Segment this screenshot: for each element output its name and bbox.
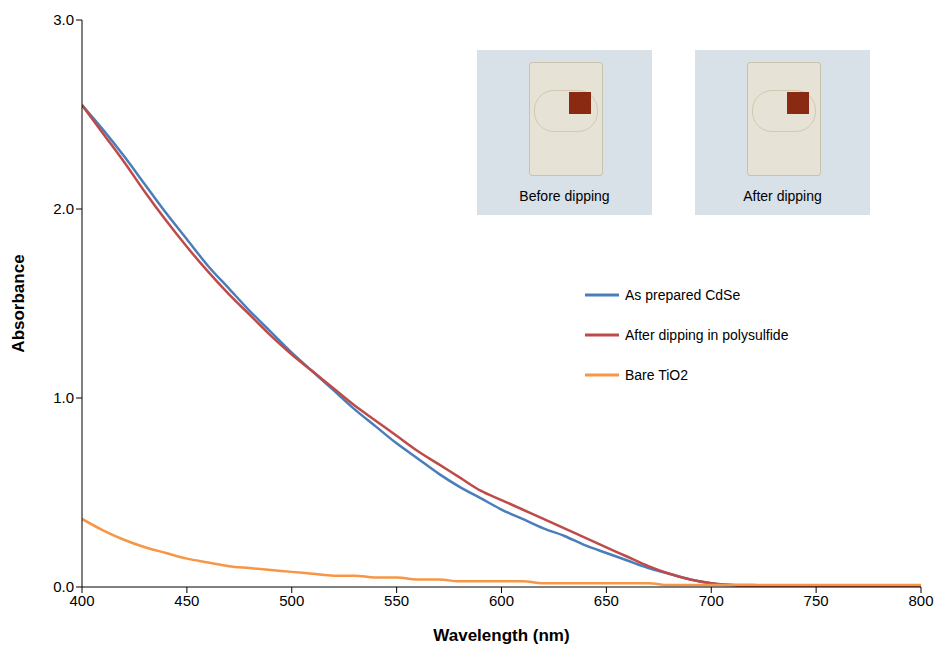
- svg-text:Absorbance: Absorbance: [9, 254, 28, 352]
- svg-text:500: 500: [279, 592, 304, 609]
- svg-text:550: 550: [384, 592, 409, 609]
- svg-text:Wavelength (nm): Wavelength (nm): [433, 626, 569, 645]
- html-text:Before dipping: Before dipping: [519, 188, 610, 204]
- html-text:After dipping: After dipping: [743, 188, 822, 204]
- svg-text:0.0: 0.0: [53, 578, 74, 595]
- svg-text:2.0: 2.0: [53, 200, 74, 217]
- svg-text:1.0: 1.0: [53, 389, 74, 406]
- svg-text:750: 750: [804, 592, 829, 609]
- svg-text:3.0: 3.0: [53, 11, 74, 28]
- svg-text:700: 700: [699, 592, 724, 609]
- svg-text:400: 400: [69, 591, 95, 609]
- svg-text:800: 800: [908, 592, 933, 609]
- html-text:As prepared CdSe: As prepared CdSe: [625, 287, 741, 303]
- svg-text:650: 650: [594, 592, 619, 609]
- svg-text:600: 600: [489, 592, 514, 609]
- html-text:Bare TiO2: Bare TiO2: [625, 367, 688, 383]
- html-text:After dipping in polysulfide: After dipping in polysulfide: [625, 327, 789, 343]
- svg-text:450: 450: [174, 592, 199, 609]
